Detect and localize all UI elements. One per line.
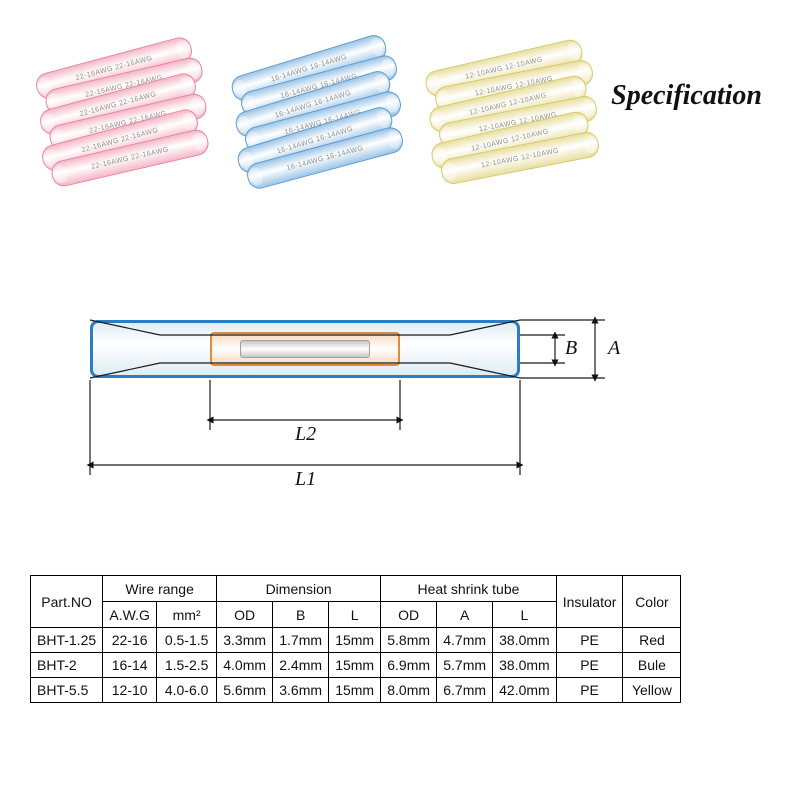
col-color: Color bbox=[623, 576, 681, 628]
table-row: BHT-5.512-104.0-6.05.6mm3.6mm15mm8.0mm6.… bbox=[31, 678, 681, 703]
colgrp-heat: Heat shrink tube bbox=[381, 576, 557, 602]
subcol: A bbox=[437, 602, 493, 628]
dimension-overlay: L2 L1 A B bbox=[30, 290, 650, 510]
table-cell: 12-10 bbox=[103, 678, 157, 703]
spec-title: Specification bbox=[611, 80, 762, 112]
table-cell: 15mm bbox=[329, 678, 381, 703]
bundle-red: 22-16AWG 22-16AWG22-16AWG 22-16AWG22-16A… bbox=[40, 55, 195, 175]
subcol: L bbox=[329, 602, 381, 628]
colgrp-wire: Wire range bbox=[103, 576, 217, 602]
table-cell: 3.3mm bbox=[217, 628, 273, 653]
table-cell: 6.9mm bbox=[381, 653, 437, 678]
col-partno: Part.NO bbox=[31, 576, 103, 628]
subcol: OD bbox=[217, 602, 273, 628]
table-row: BHT-216-141.5-2.54.0mm2.4mm15mm6.9mm5.7m… bbox=[31, 653, 681, 678]
table-cell: PE bbox=[556, 653, 623, 678]
spec-table-body: BHT-1.2522-160.5-1.53.3mm1.7mm15mm5.8mm4… bbox=[31, 628, 681, 703]
table-cell: 8.0mm bbox=[381, 678, 437, 703]
table-cell: Red bbox=[623, 628, 681, 653]
table-cell: 16-14 bbox=[103, 653, 157, 678]
table-cell: 42.0mm bbox=[493, 678, 557, 703]
table-cell: 5.7mm bbox=[437, 653, 493, 678]
label-L1: L1 bbox=[294, 468, 316, 490]
bundle-blue: 16-14AWG 16-14AWG16-14AWG 16-14AWG16-14A… bbox=[235, 55, 390, 175]
table-cell: BHT-1.25 bbox=[31, 628, 103, 653]
dimension-diagram: L2 L1 A B bbox=[30, 290, 650, 510]
table-cell: Yellow bbox=[623, 678, 681, 703]
table-cell: PE bbox=[556, 628, 623, 653]
table-cell: Bule bbox=[623, 653, 681, 678]
table-cell: 22-16 bbox=[103, 628, 157, 653]
table-cell: BHT-2 bbox=[31, 653, 103, 678]
colgrp-dim: Dimension bbox=[217, 576, 381, 602]
table-row: BHT-1.2522-160.5-1.53.3mm1.7mm15mm5.8mm4… bbox=[31, 628, 681, 653]
subcol: A.W.G bbox=[103, 602, 157, 628]
table-cell: 5.6mm bbox=[217, 678, 273, 703]
table-cell: 0.5-1.5 bbox=[157, 628, 217, 653]
table-cell: 15mm bbox=[329, 628, 381, 653]
table-cell: PE bbox=[556, 678, 623, 703]
label-A: A bbox=[606, 337, 621, 359]
subcol: mm² bbox=[157, 602, 217, 628]
table-cell: BHT-5.5 bbox=[31, 678, 103, 703]
table-cell: 2.4mm bbox=[273, 653, 329, 678]
product-bundles: 22-16AWG 22-16AWG22-16AWG 22-16AWG22-16A… bbox=[40, 55, 585, 175]
table-cell: 4.0-6.0 bbox=[157, 678, 217, 703]
label-L2: L2 bbox=[294, 423, 316, 445]
subcol: L bbox=[493, 602, 557, 628]
subcol: B bbox=[273, 602, 329, 628]
spec-table-head: Part.NOWire rangeDimensionHeat shrink tu… bbox=[31, 576, 681, 628]
table-cell: 15mm bbox=[329, 653, 381, 678]
subcol: OD bbox=[381, 602, 437, 628]
table-cell: 4.0mm bbox=[217, 653, 273, 678]
table-cell: 38.0mm bbox=[493, 628, 557, 653]
table-cell: 4.7mm bbox=[437, 628, 493, 653]
table-cell: 1.7mm bbox=[273, 628, 329, 653]
table-cell: 3.6mm bbox=[273, 678, 329, 703]
col-insulator: Insulator bbox=[556, 576, 623, 628]
label-B: B bbox=[565, 337, 577, 359]
table-cell: 5.8mm bbox=[381, 628, 437, 653]
spec-table: Part.NOWire rangeDimensionHeat shrink tu… bbox=[30, 575, 681, 703]
table-cell: 6.7mm bbox=[437, 678, 493, 703]
table-cell: 38.0mm bbox=[493, 653, 557, 678]
bundle-yellow: 12-10AWG 12-10AWG12-10AWG 12-10AWG12-10A… bbox=[430, 55, 585, 175]
table-cell: 1.5-2.5 bbox=[157, 653, 217, 678]
